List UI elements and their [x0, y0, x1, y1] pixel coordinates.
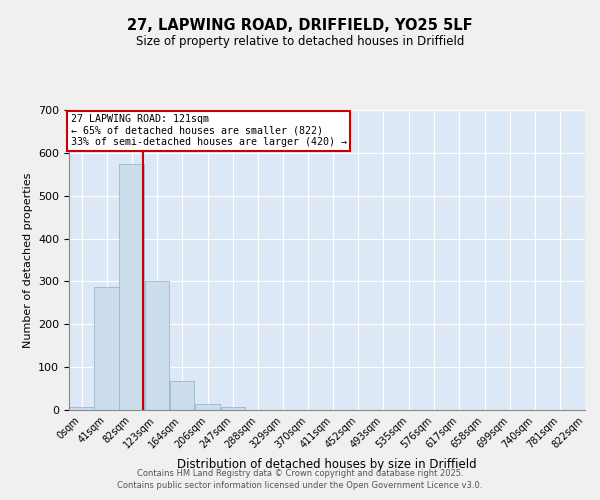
Y-axis label: Number of detached properties: Number of detached properties [23, 172, 32, 348]
X-axis label: Distribution of detached houses by size in Driffield: Distribution of detached houses by size … [177, 458, 477, 471]
Bar [196, 404, 220, 410]
Text: Size of property relative to detached houses in Driffield: Size of property relative to detached ho… [136, 35, 464, 48]
Text: 27, LAPWING ROAD, DRIFFIELD, YO25 5LF: 27, LAPWING ROAD, DRIFFIELD, YO25 5LF [127, 18, 473, 32]
Text: 27 LAPWING ROAD: 121sqm
← 65% of detached houses are smaller (822)
33% of semi-d: 27 LAPWING ROAD: 121sqm ← 65% of detache… [71, 114, 347, 148]
Bar [69, 406, 94, 410]
Bar [119, 164, 144, 410]
Bar [221, 406, 245, 410]
Bar [145, 280, 169, 410]
Text: Contains public sector information licensed under the Open Government Licence v3: Contains public sector information licen… [118, 481, 482, 490]
Bar [94, 287, 119, 410]
Bar [170, 381, 194, 410]
Text: Contains HM Land Registry data © Crown copyright and database right 2025.: Contains HM Land Registry data © Crown c… [137, 468, 463, 477]
